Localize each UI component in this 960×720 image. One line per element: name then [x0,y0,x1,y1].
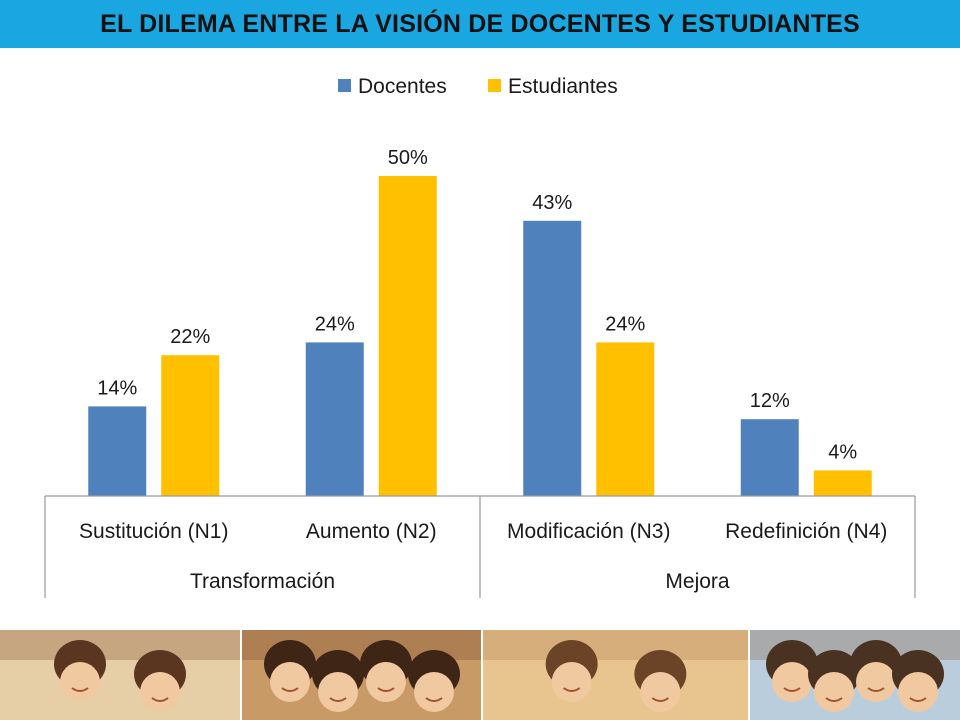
students-laptop-photo [748,630,960,720]
data-label-docentes-3: 43% [532,192,572,214]
data-label-estudiantes-2: 50% [388,147,428,169]
data-label-docentes-1: 14% [97,377,137,399]
bar-estudiantes-4 [813,470,872,496]
x-tick-label-1: Sustitución (N1) [79,520,228,543]
slide-title: EL DILEMA ENTRE LA VISIÓN DE DOCENTES Y … [100,9,860,38]
data-label-docentes-4: 12% [750,390,790,412]
legend-label-docentes: Docentes [358,75,447,98]
photo-strip [0,630,960,720]
bar-docentes-3 [523,220,582,497]
x-tick-label-2: Aumento (N2) [306,520,437,543]
bar-docentes-4 [740,419,799,496]
title-bar: EL DILEMA ENTRE LA VISIÓN DE DOCENTES Y … [0,0,960,48]
data-label-estudiantes-4: 4% [828,441,857,463]
girl-smiling-library-photo [0,630,240,720]
bar-estudiantes-1 [161,355,220,496]
bar-chart: Docentes Estudiantes 14% 22% 24% 50% 43% 24% 12%… [44,75,916,598]
legend-swatch-docentes [338,79,351,92]
data-label-docentes-2: 24% [315,313,355,335]
data-label-estudiantes-1: 22% [170,326,210,348]
legend-label-estudiantes: Estudiantes [508,75,618,98]
x-tick-label-3: Modificación (N3) [507,520,670,543]
legend-swatch-estudiantes [488,79,501,92]
group-label-2: Mejora [665,570,730,593]
students-group-photo [239,630,481,720]
x-tick-label-4: Redefinición (N4) [725,520,887,543]
kids-classroom-photo [481,630,749,720]
group-label-1: Transformación [190,570,335,593]
bar-docentes-1 [88,406,147,496]
bar-estudiantes-2 [378,176,437,496]
data-label-estudiantes-3: 24% [605,313,645,335]
bar-estudiantes-3 [596,342,655,496]
bar-docentes-2 [305,342,364,496]
